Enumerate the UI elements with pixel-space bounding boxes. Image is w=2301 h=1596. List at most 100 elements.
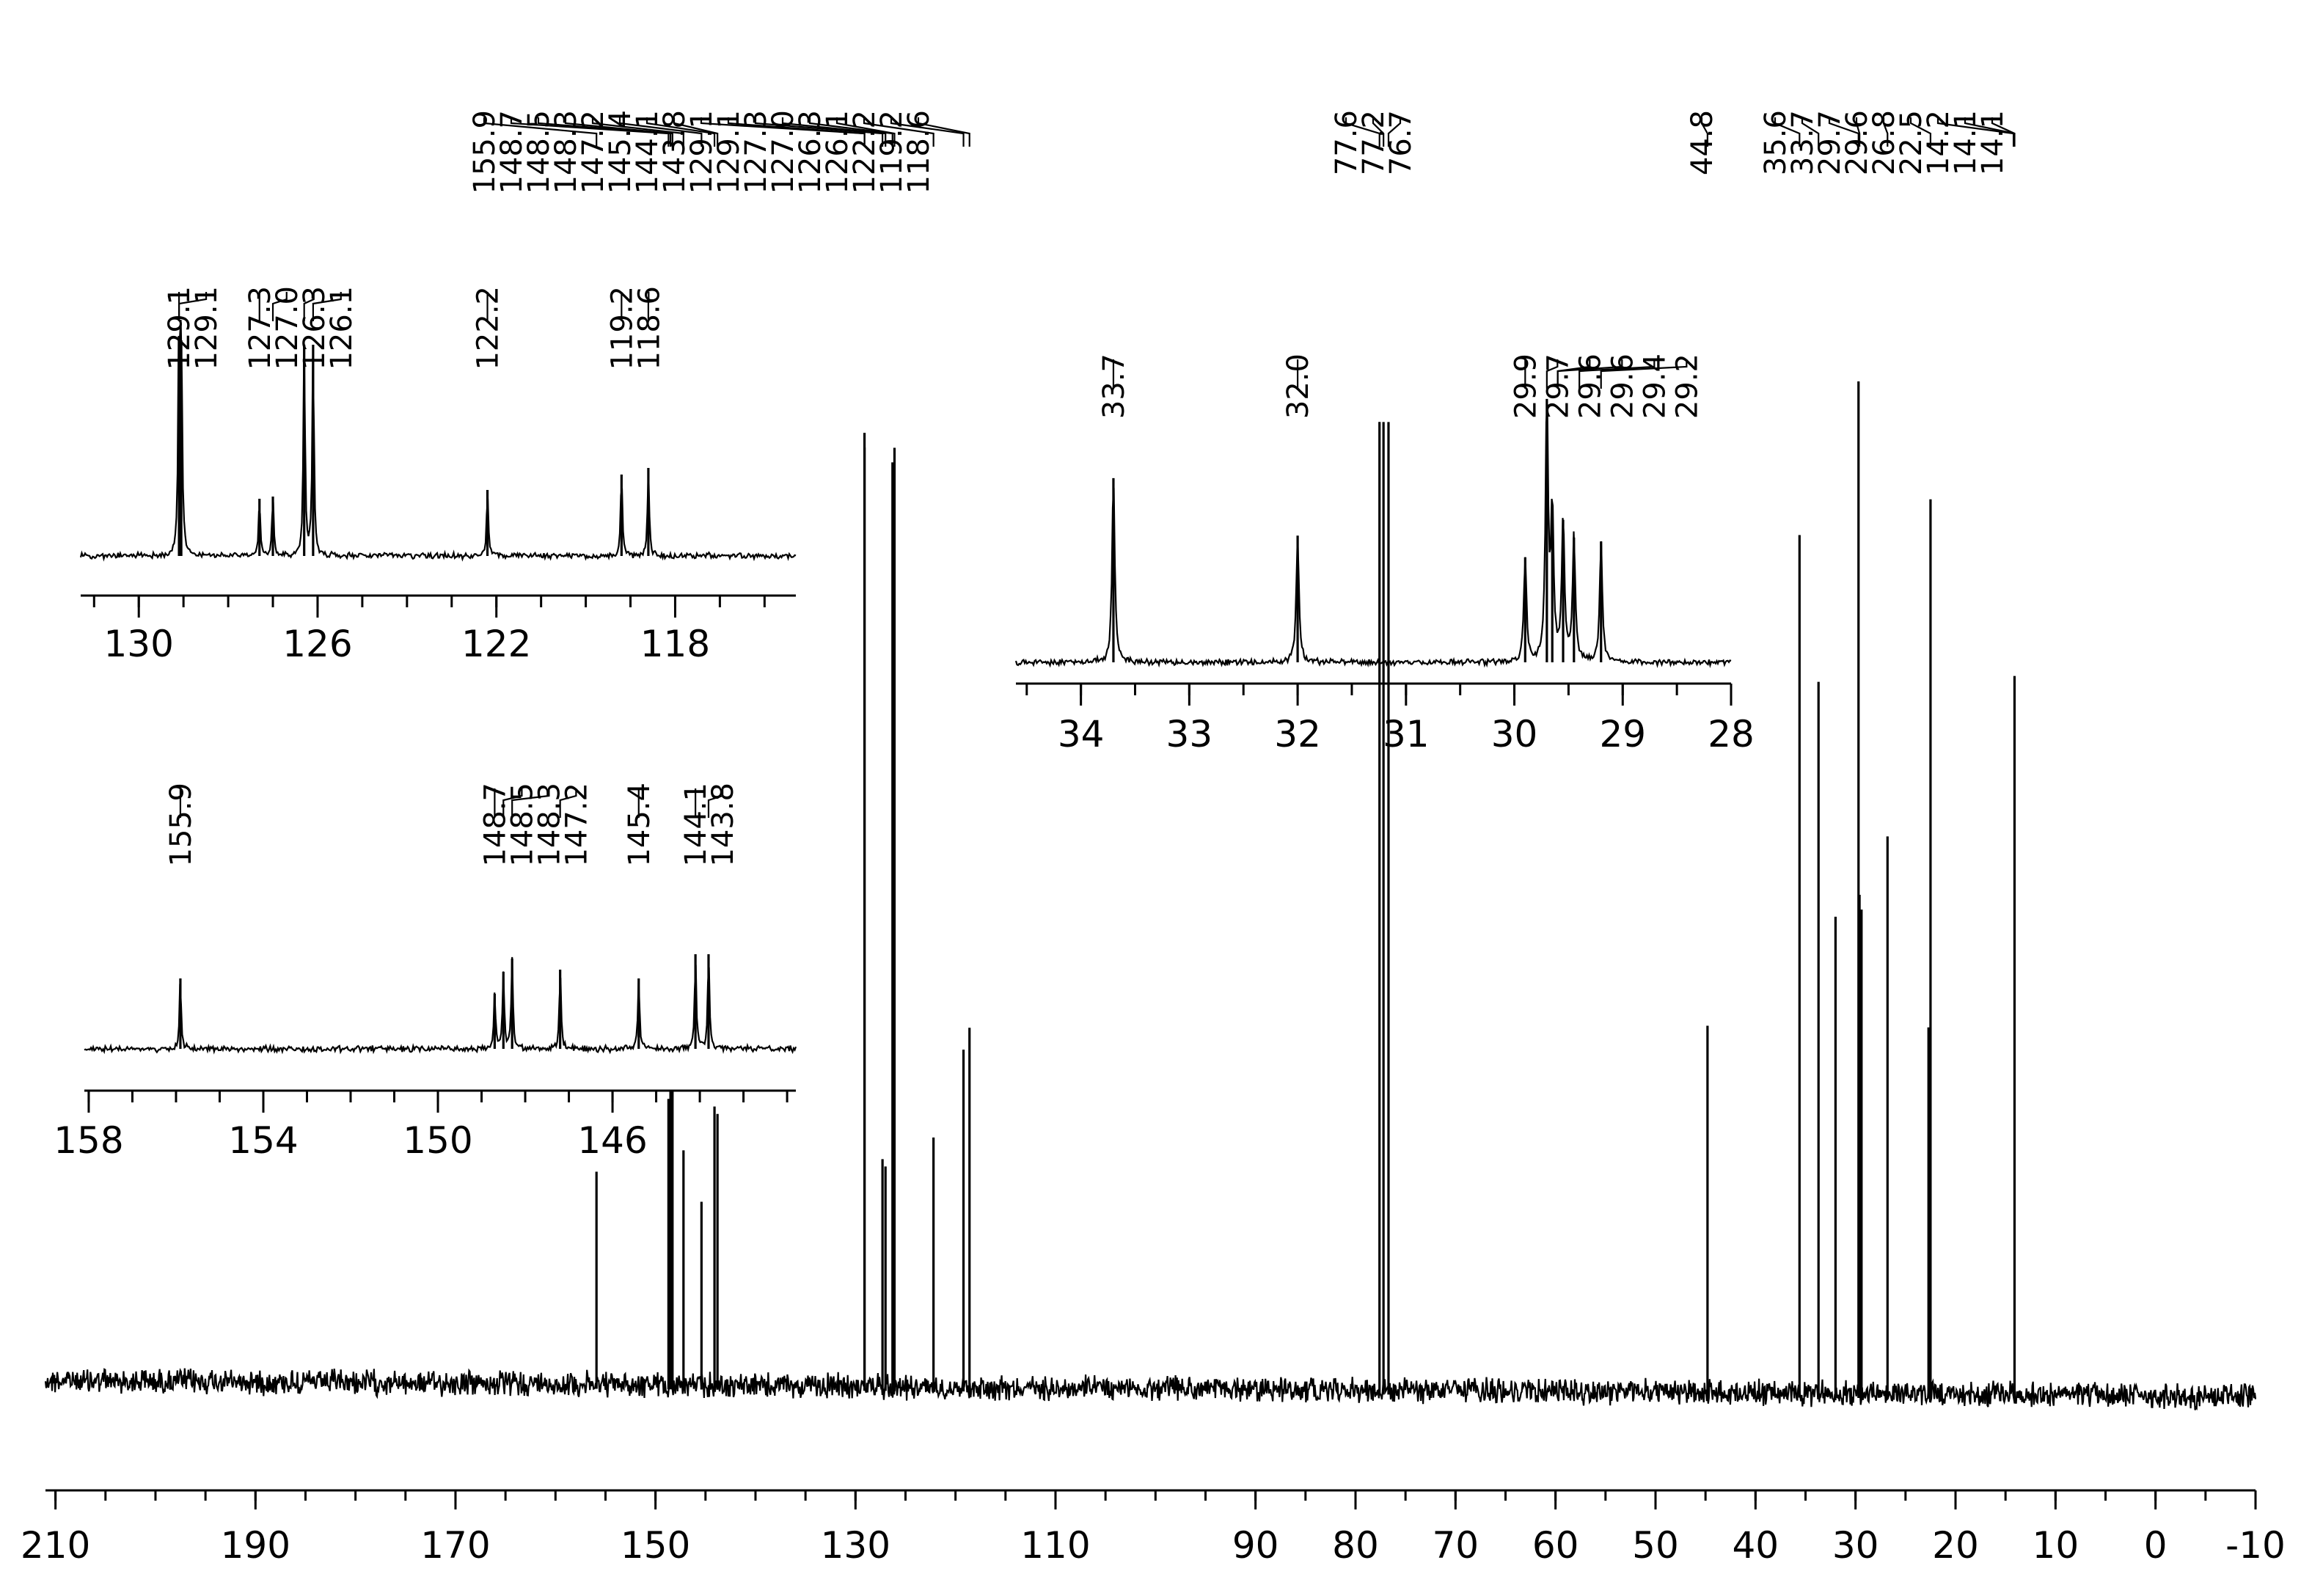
inset-low-tick-label: 154 <box>228 1119 298 1162</box>
main-label-leader <box>537 117 672 147</box>
inset-aliphatic-label-leader <box>1600 359 1688 389</box>
main-peak-label: 29.7 <box>1813 110 1847 175</box>
main-peak-label: 147.2 <box>577 110 610 194</box>
main-peak-label: 14.1 <box>1949 110 1983 175</box>
inset-aromatic-peak-label: 127.3 <box>244 286 277 370</box>
main-peak-label: 127.0 <box>767 110 800 194</box>
main-label-leader <box>1801 117 1820 147</box>
inset-aliphatic-tick-label: 31 <box>1383 713 1430 755</box>
main-peak-label: 26.8 <box>1867 110 1901 175</box>
inset-aliphatic-peak-label: 29.6 <box>1606 354 1639 419</box>
main-peak-label: 14.2 <box>1922 110 1956 175</box>
main-label-leader <box>835 117 896 147</box>
main-label-leader <box>863 117 934 147</box>
inset-aliphatic-peak-label: 32.0 <box>1281 354 1315 419</box>
inset-aromatic-label-leader <box>178 292 208 321</box>
main-label-leader <box>890 117 965 147</box>
main-tick-label: 190 <box>221 1524 290 1567</box>
inset-aromatic-peak-label: 129.1 <box>163 286 197 370</box>
main-label-leader <box>727 117 866 147</box>
main-peak-label: 77.6 <box>1330 110 1364 175</box>
main-label-leader <box>1700 117 1708 147</box>
inset-aliphatic-tick-label: 33 <box>1166 713 1213 755</box>
main-peak-label: 145.4 <box>604 110 637 194</box>
main-peak-label: 44.8 <box>1686 110 1719 175</box>
inset-aliphatic-peak-label: 29.4 <box>1638 354 1672 419</box>
main-tick-label: 170 <box>420 1524 490 1567</box>
main-peak-label: 155.9 <box>468 110 502 194</box>
inset-aliphatic-peak-label: 29.2 <box>1670 354 1704 419</box>
main-label-leader <box>1828 117 1859 147</box>
main-label-leader <box>1909 117 1932 147</box>
inset-low-tick-label: 146 <box>577 1119 647 1162</box>
inset-aliphatic-spectrum-trace <box>1014 403 1732 669</box>
inset-aromatic-peak-label: 122.2 <box>472 286 505 370</box>
main-tick-label: 50 <box>1632 1524 1679 1567</box>
main-label-leader <box>673 117 719 147</box>
main-tick-label: 110 <box>1020 1524 1090 1567</box>
main-tick-label: 150 <box>621 1524 690 1567</box>
main-peak-label: 129.1 <box>685 110 719 194</box>
main-peak-label: 119.2 <box>875 110 909 194</box>
main-label-leader <box>483 117 598 147</box>
main-label-leader <box>591 117 684 147</box>
main-peak-label: 144.1 <box>631 110 665 194</box>
inset-aromatic-peak-label: 118.6 <box>632 286 666 370</box>
main-peak-label: 77.2 <box>1357 110 1391 175</box>
main-tick-label: 60 <box>1532 1524 1579 1567</box>
inset-aliphatic-peak-label: 29.9 <box>1509 354 1543 419</box>
inset-low-peak-label: 155.9 <box>164 783 198 867</box>
inset-aromatic-spectrum-trace <box>79 320 797 562</box>
main-tick-label: 30 <box>1832 1524 1879 1567</box>
main-peak-label: 29.6 <box>1840 110 1874 175</box>
inset-low-spectrum-trace <box>84 956 797 1055</box>
main-label-leader <box>564 117 673 147</box>
main-label-leader <box>645 117 716 147</box>
main-peak-label: 126.3 <box>794 110 827 194</box>
inset-aromatic-tick-label: 130 <box>104 623 174 665</box>
main-label-leader <box>1774 117 1801 147</box>
main-peak-label: 148.3 <box>549 110 583 194</box>
inset-aliphatic-tick-label: 30 <box>1491 713 1538 755</box>
inset-low-peak-label: 144.1 <box>679 783 713 867</box>
inset-aromatic-label-leader <box>303 292 315 321</box>
main-label-leader <box>1991 117 2016 147</box>
main-tick-label: 0 <box>2144 1524 2168 1567</box>
inset-aromatic-label-leader <box>312 292 342 321</box>
main-label-leader <box>754 117 884 147</box>
inset-low-peak-label: 148.5 <box>505 783 539 867</box>
main-peak-label: 127.3 <box>739 110 773 194</box>
inset-low-peak-label: 148.3 <box>533 783 566 867</box>
main-tick-label: 80 <box>1332 1524 1379 1567</box>
inset-aromatic-peak-label: 126.3 <box>298 286 332 370</box>
main-peak-label: 14.1 <box>1976 110 2010 175</box>
main-tick-label: 90 <box>1232 1524 1279 1567</box>
main-peak-label: 22.5 <box>1895 110 1928 175</box>
inset-low-label-leader <box>559 788 577 818</box>
main-peak-label: 126.1 <box>821 110 855 194</box>
inset-aromatic-peak-label: 126.1 <box>325 286 359 370</box>
main-peak-label: 33.7 <box>1786 110 1820 175</box>
inset-aromatic-peak-label: 127.0 <box>271 286 304 370</box>
inset-aromatic-peak-label: 119.2 <box>605 286 639 370</box>
main-tick-label: 70 <box>1433 1524 1479 1567</box>
inset-low-label-leader <box>502 788 523 818</box>
main-spectrum-trace <box>44 1368 2257 1410</box>
inset-aromatic-tick-label: 126 <box>282 623 352 665</box>
main-label-leader <box>618 117 703 147</box>
main-tick-label: 40 <box>1733 1524 1779 1567</box>
inset-aliphatic-tick-label: 32 <box>1274 713 1321 755</box>
main-spectrum: 210 190 170 150 130 110 90 80 70 60 50 40 30 20 10 0 -10… <box>21 110 2286 1567</box>
main-label-leader <box>1936 117 2015 147</box>
inset-low-label-leader <box>707 788 724 818</box>
main-label-leader <box>1372 117 1385 147</box>
main-label-leader <box>781 117 887 147</box>
main-peak-label: 118.6 <box>902 110 936 194</box>
main-label-leader <box>808 117 893 147</box>
inset-aliphatic-label-leader <box>1556 359 1623 389</box>
main-label-leader <box>510 117 670 147</box>
inset-aliphatic-peak-label: 33.7 <box>1097 354 1131 419</box>
